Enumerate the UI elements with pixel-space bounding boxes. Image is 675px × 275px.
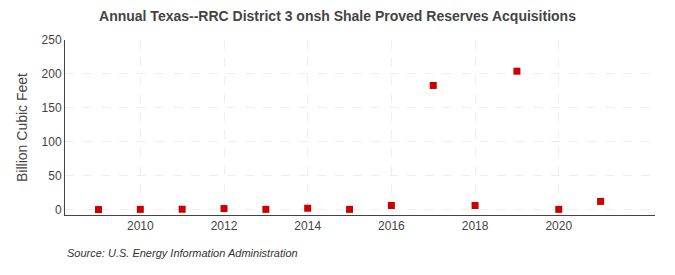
- svg-text:0: 0: [55, 203, 62, 217]
- svg-text:100: 100: [42, 135, 62, 149]
- svg-text:Billion Cubic Feet: Billion Cubic Feet: [14, 73, 30, 182]
- svg-text:2020: 2020: [545, 219, 572, 233]
- svg-text:2016: 2016: [378, 219, 405, 233]
- svg-text:2018: 2018: [462, 219, 489, 233]
- svg-text:250: 250: [42, 33, 62, 47]
- svg-text:Annual Texas--RRC District 3 o: Annual Texas--RRC District 3 onsh Shale …: [99, 8, 576, 24]
- svg-text:2012: 2012: [211, 219, 238, 233]
- svg-text:Source: U.S. Energy Informatio: Source: U.S. Energy Information Administ…: [67, 247, 298, 259]
- svg-text:2010: 2010: [127, 219, 154, 233]
- svg-text:200: 200: [42, 67, 62, 81]
- svg-text:50: 50: [48, 169, 62, 183]
- svg-text:150: 150: [42, 101, 62, 115]
- svg-text:2014: 2014: [294, 219, 321, 233]
